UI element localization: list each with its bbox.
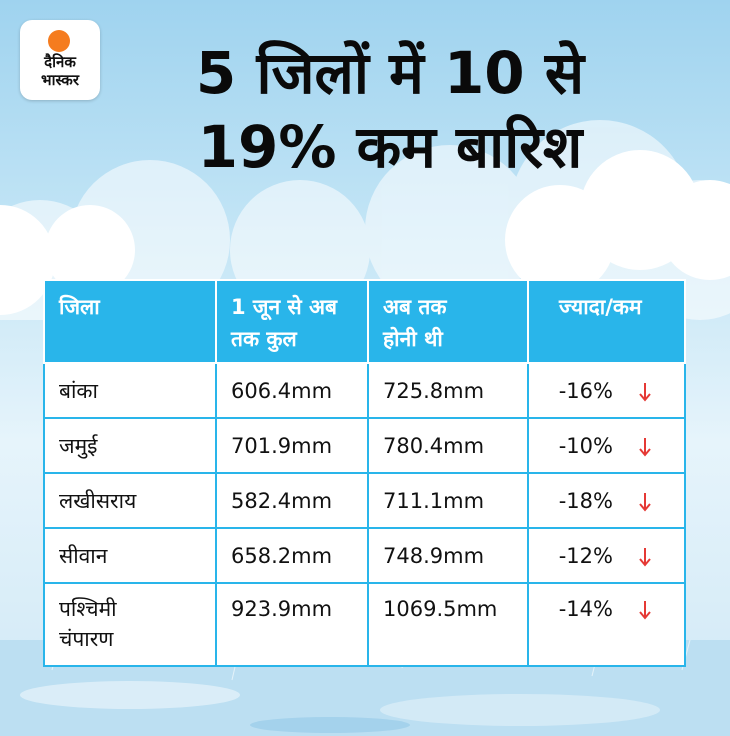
cell-change: -10% <box>527 417 686 474</box>
cell-change: -14% <box>527 582 686 667</box>
cell-district: बांका <box>43 362 217 419</box>
cell-expected: 780.4mm <box>367 417 529 474</box>
page-title: 5 जिलों में 10 से 19% कम बारिश <box>110 36 670 184</box>
down-arrow-icon <box>639 492 651 512</box>
cell-total: 582.4mm <box>215 472 369 529</box>
cell-expected: 748.9mm <box>367 527 529 584</box>
brand-logo: दैनिक भास्कर <box>20 20 100 100</box>
cell-change: -16% <box>527 362 686 419</box>
cell-change: -18% <box>527 472 686 529</box>
cell-change: -12% <box>527 527 686 584</box>
cell-expected: 1069.5mm <box>367 582 529 667</box>
title-line2: 19% कम बारिश <box>197 113 583 181</box>
change-value: -10% <box>558 433 613 458</box>
brand-name-line1: दैनिक <box>44 53 76 71</box>
table-row: पश्चिमी चंपारण 923.9mm 1069.5mm -14% <box>43 582 686 667</box>
header-change: ज्यादा/कम <box>527 279 686 364</box>
cell-district: जमुई <box>43 417 217 474</box>
brand-name-line2: भास्कर <box>41 71 79 89</box>
cell-district: लखीसराय <box>43 472 217 529</box>
cell-district: पश्चिमी चंपारण <box>43 582 217 667</box>
down-arrow-icon <box>639 437 651 457</box>
cell-total: 606.4mm <box>215 362 369 419</box>
down-arrow-icon <box>639 601 651 620</box>
title-line1: 5 जिलों में 10 से <box>195 39 585 107</box>
change-value: -18% <box>558 488 613 513</box>
change-value: -16% <box>558 378 613 403</box>
cell-expected: 711.1mm <box>367 472 529 529</box>
header-total: 1 जून से अब तक कुल <box>215 279 369 364</box>
cell-district: सीवान <box>43 527 217 584</box>
sun-icon <box>48 30 70 52</box>
down-arrow-icon <box>639 547 651 567</box>
table-header-row: जिला 1 जून से अब तक कुल अब तक होनी थी ज्या… <box>43 279 686 364</box>
table-row: सीवान 658.2mm 748.9mm -12% <box>43 527 686 584</box>
cell-total: 658.2mm <box>215 527 369 584</box>
down-arrow-icon <box>639 382 651 402</box>
table-row: बांका 606.4mm 725.8mm -16% <box>43 362 686 419</box>
cell-total: 701.9mm <box>215 417 369 474</box>
table-row: लखीसराय 582.4mm 711.1mm -18% <box>43 472 686 529</box>
cell-expected: 725.8mm <box>367 362 529 419</box>
header-district: जिला <box>43 279 217 364</box>
header-expected: अब तक होनी थी <box>367 279 529 364</box>
table-row: जमुई 701.9mm 780.4mm -10% <box>43 417 686 474</box>
change-value: -12% <box>558 543 613 568</box>
change-value: -14% <box>558 597 613 621</box>
cell-total: 923.9mm <box>215 582 369 667</box>
rainfall-table: जिला 1 जून से अब तक कुल अब तक होनी थी ज्या… <box>43 279 686 667</box>
